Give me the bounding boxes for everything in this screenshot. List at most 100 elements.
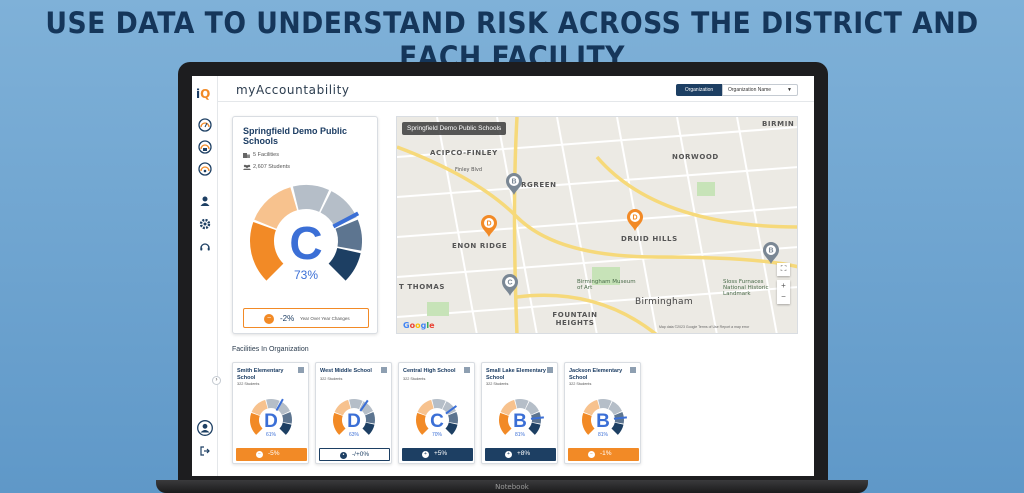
facility-name: Smith Elementary School (237, 368, 284, 381)
menu-icon[interactable] (464, 367, 470, 373)
facility-students: 322 Students (569, 382, 592, 386)
svg-text:D: D (486, 221, 491, 228)
facility-students: 322 Students (237, 382, 260, 386)
facility-change-value: +5% (434, 450, 448, 457)
student-count: 2,607 Students (253, 164, 291, 170)
gauge-segment (333, 412, 346, 435)
organization-select[interactable]: Organization Name ▼ (722, 84, 798, 96)
map-label-druid-hills: DRUID HILLS (621, 235, 678, 243)
facility-score: 61% (266, 432, 277, 438)
gauge-segment (359, 401, 374, 415)
svg-text:C: C (507, 280, 512, 287)
summary-change-value: -2% (280, 314, 295, 323)
facility-change-value: -5% (268, 450, 280, 457)
facility-grade-letter: B (513, 411, 527, 432)
gauge-marker (530, 416, 544, 420)
facility-change-badge: + +8% (485, 448, 556, 461)
gauge-segment (417, 399, 434, 416)
user-icon[interactable] (198, 194, 212, 208)
organization-name: Springfield Demo Public Schools (243, 126, 348, 146)
zoom-control: + − (777, 280, 790, 304)
gauge-icon[interactable] (198, 118, 212, 132)
zoom-in-button[interactable]: + (781, 281, 786, 290)
headset-icon[interactable] (198, 240, 212, 254)
menu-icon[interactable] (381, 367, 387, 373)
gauge-segment (365, 411, 375, 424)
facility-grade-gauge: D 63% (333, 399, 375, 438)
facility-grade-letter: D (347, 411, 361, 432)
avatar-icon[interactable] (197, 420, 213, 436)
app-screen: iQ (192, 76, 814, 476)
facility-grade-gauge: B 81% (582, 399, 627, 438)
facility-grade-gauge: D 61% (250, 398, 292, 438)
gauge-marker (332, 211, 360, 229)
map-label-thomas: T THOMAS (399, 283, 446, 291)
facility-card[interactable]: Jackson Elementary School 322 Students B… (564, 362, 641, 464)
facility-change-badge: − -1% (568, 448, 639, 461)
gauge-segment (515, 399, 529, 410)
gauge-segment (608, 401, 623, 415)
gauge-segment (448, 411, 458, 424)
facility-name: Central High School (403, 368, 456, 374)
facility-students: 322 Students (320, 377, 343, 381)
facility-name: West Middle School (320, 368, 372, 374)
fullscreen-icon[interactable]: ⛶ (777, 263, 790, 276)
laptop-base (156, 480, 868, 493)
facility-grade-gauge: B 81% (499, 399, 544, 438)
facility-card[interactable]: Small Lake Elementary School 322 Student… (481, 362, 558, 464)
gauge-segment (282, 411, 292, 424)
gauge-marker (275, 398, 284, 411)
facility-card[interactable]: West Middle School 322 Students D 63% • … (315, 362, 392, 464)
gauge-segment (250, 412, 263, 435)
facility-card[interactable]: Central High School 322 Students C 70% +… (398, 362, 475, 464)
organization-summary-card[interactable]: Springfield Demo Public Schools 5 Facili… (232, 116, 378, 334)
map-label-enon-ridge: ENON RIDGE (452, 242, 508, 250)
map-label-fountain-heights: FOUNTAIN HEIGHTS (552, 311, 598, 327)
app-logo[interactable]: iQ (196, 87, 211, 101)
menu-icon[interactable] (630, 367, 636, 373)
school-gauge-icon[interactable] (198, 140, 212, 154)
zoom-out-button[interactable]: − (781, 292, 786, 301)
gauge-segment (292, 185, 330, 212)
facility-grade-letter: B (596, 411, 610, 432)
facility-grade-letter: D (264, 411, 278, 432)
facility-name: Small Lake Elementary School (486, 368, 546, 381)
svg-text:B: B (768, 248, 773, 255)
map-pins: B D D C B (481, 173, 779, 296)
map-label-sloss: Sloss Furnaces National Historic Landmar… (723, 279, 769, 297)
organization-toggle-button[interactable]: Organization (676, 84, 722, 96)
gauge-segment (598, 399, 612, 410)
gauge-segment (416, 412, 429, 435)
gauge-segment (499, 412, 512, 435)
logout-icon[interactable] (198, 444, 212, 458)
gear-icon[interactable] (198, 217, 212, 231)
device-label: Notebook (495, 483, 529, 491)
gauge-segment (525, 401, 540, 415)
map-label-museum: Birmingham Museum of Art (577, 279, 636, 291)
facility-gauge-icon[interactable] (198, 162, 212, 176)
students-icon (243, 164, 251, 170)
gauge-segment (250, 222, 284, 281)
facility-card[interactable]: Smith Elementary School 322 Students D 6… (232, 362, 309, 464)
facility-change-value: -/+0% (352, 451, 370, 458)
district-map[interactable]: Springfield Demo Public Schools ACIPCO-F… (396, 116, 798, 334)
gauge-segment (266, 399, 280, 410)
gauge-segment (279, 422, 292, 435)
facility-score: 81% (598, 432, 609, 438)
facility-change-badge: • -/+0% (319, 448, 390, 461)
gauge-segment (442, 401, 457, 415)
svg-text:B: B (511, 179, 516, 186)
map-streets (397, 117, 797, 333)
sidebar-expand-chevron-icon[interactable]: › (212, 376, 221, 385)
menu-icon[interactable] (547, 367, 553, 373)
map-label-greeen: RGREEN (521, 181, 557, 189)
gauge-segment (362, 422, 375, 435)
headline: USE DATA TO UNDERSTAND RISK ACROSS THE D… (45, 6, 979, 74)
gauge-segment (611, 422, 624, 435)
facility-change-value: +8% (517, 450, 531, 457)
menu-icon[interactable] (298, 367, 304, 373)
facility-students: 322 Students (403, 377, 426, 381)
app-title: myAccountability (236, 83, 350, 97)
gauge-segment (432, 399, 446, 410)
facility-score: 70% (432, 432, 443, 438)
